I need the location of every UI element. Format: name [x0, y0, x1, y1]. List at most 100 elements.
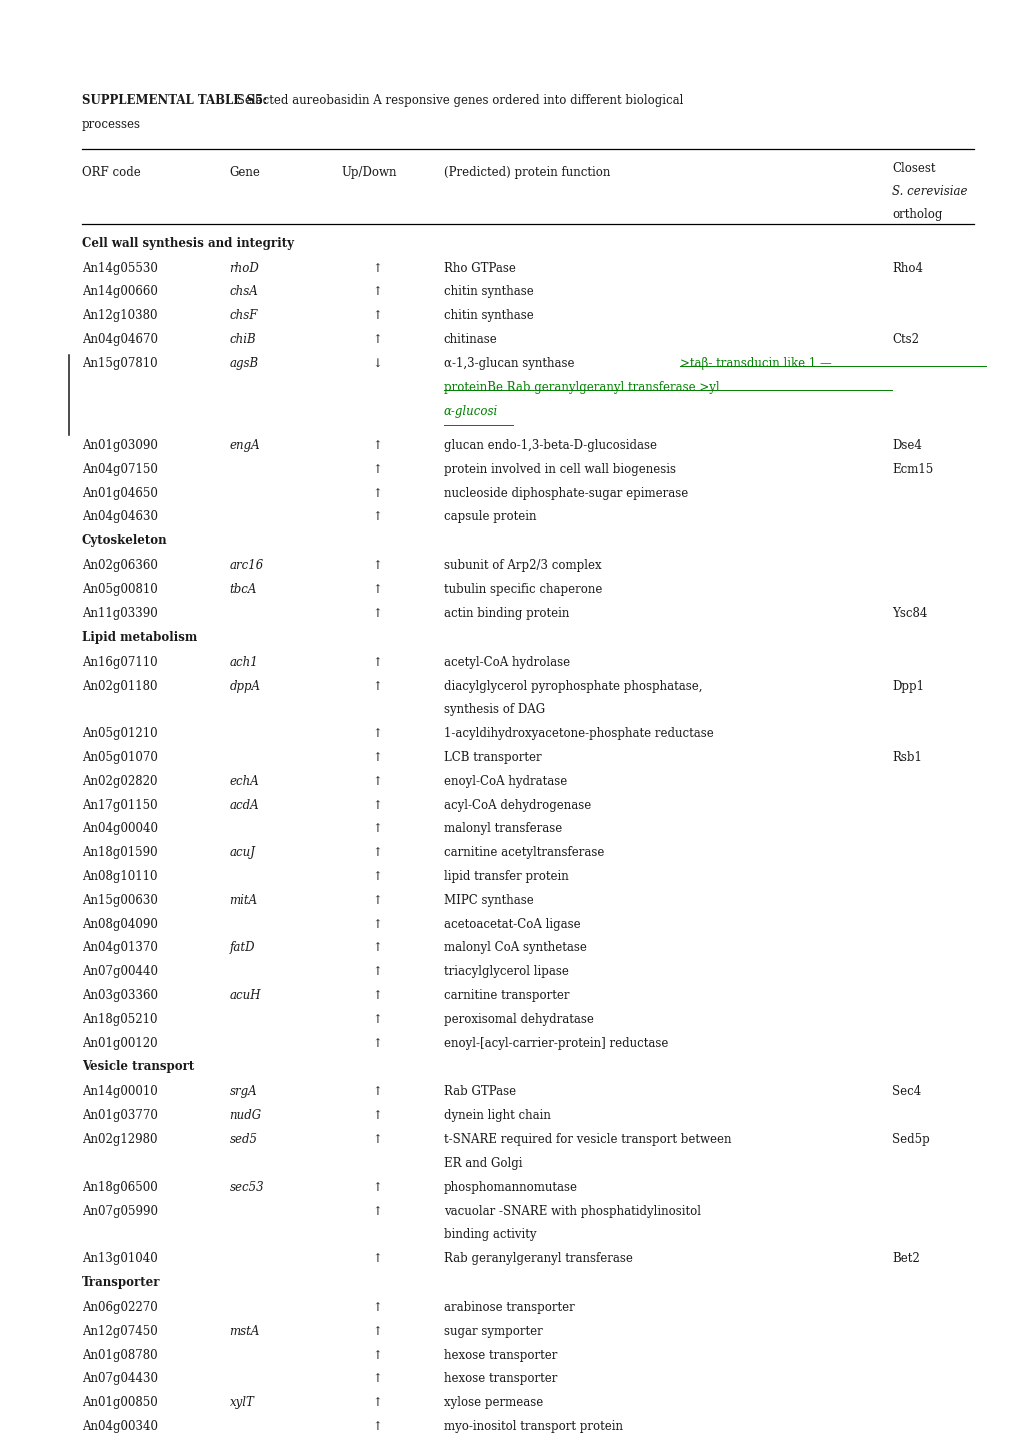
Text: An18g06500: An18g06500 — [82, 1180, 157, 1193]
Text: Cell wall synthesis and integrity: Cell wall synthesis and integrity — [82, 237, 293, 250]
Text: An06g02270: An06g02270 — [82, 1302, 157, 1315]
Text: chiB: chiB — [229, 333, 256, 346]
Text: diacylglycerol pyrophosphate phosphatase,: diacylglycerol pyrophosphate phosphatase… — [443, 680, 701, 693]
Text: chsA: chsA — [229, 286, 258, 299]
Text: An08g04090: An08g04090 — [82, 918, 157, 931]
Text: acetoacetat-CoA ligase: acetoacetat-CoA ligase — [443, 918, 580, 931]
Text: An03g03360: An03g03360 — [82, 988, 158, 1001]
Text: 1-acyldihydroxyacetone-phosphate reductase: 1-acyldihydroxyacetone-phosphate reducta… — [443, 727, 712, 740]
Text: Sed5p: Sed5p — [892, 1133, 929, 1146]
Text: Rab geranylgeranyl transferase: Rab geranylgeranyl transferase — [443, 1253, 632, 1266]
Text: An07g05990: An07g05990 — [82, 1205, 158, 1218]
Text: ORF code: ORF code — [82, 166, 141, 179]
Text: ↑: ↑ — [372, 439, 382, 452]
Text: SUPPLEMENTAL TABLE S5:: SUPPLEMENTAL TABLE S5: — [82, 94, 267, 107]
Text: protein involved in cell wall biogenesis: protein involved in cell wall biogenesis — [443, 463, 675, 476]
Text: An14g00010: An14g00010 — [82, 1085, 157, 1098]
Text: An02g01180: An02g01180 — [82, 680, 157, 693]
Text: fatD: fatD — [229, 941, 255, 954]
Text: ↑: ↑ — [372, 846, 382, 859]
Text: ↑: ↑ — [372, 823, 382, 835]
Text: lipid transfer protein: lipid transfer protein — [443, 870, 568, 883]
Text: Transporter: Transporter — [82, 1276, 160, 1289]
Text: ↑: ↑ — [372, 798, 382, 811]
Text: ↑: ↑ — [372, 1110, 382, 1123]
Text: An04g00040: An04g00040 — [82, 823, 158, 835]
Text: >taβ- transducin like 1 —: >taβ- transducin like 1 — — [680, 356, 832, 369]
Text: MIPC synthase: MIPC synthase — [443, 893, 533, 906]
Text: An01g04650: An01g04650 — [82, 486, 157, 499]
Text: (Predicted) protein function: (Predicted) protein function — [443, 166, 609, 179]
Text: synthesis of DAG: synthesis of DAG — [443, 703, 544, 716]
Text: An02g12980: An02g12980 — [82, 1133, 157, 1146]
Text: An01g08780: An01g08780 — [82, 1349, 157, 1362]
Text: ↑: ↑ — [372, 463, 382, 476]
Text: An16g07110: An16g07110 — [82, 655, 157, 668]
Text: srgA: srgA — [229, 1085, 257, 1098]
Text: phosphomannomutase: phosphomannomutase — [443, 1180, 577, 1193]
Text: S. cerevisiae: S. cerevisiae — [892, 185, 967, 198]
Text: ↑: ↑ — [372, 1372, 382, 1385]
Text: binding activity: binding activity — [443, 1228, 536, 1241]
Text: An04g04670: An04g04670 — [82, 333, 158, 346]
Text: mstA: mstA — [229, 1325, 260, 1338]
Text: α-glucosi: α-glucosi — [443, 404, 497, 417]
Text: An15g00630: An15g00630 — [82, 893, 157, 906]
Text: actin binding protein: actin binding protein — [443, 608, 569, 620]
Text: t-SNARE required for vesicle transport between: t-SNARE required for vesicle transport b… — [443, 1133, 731, 1146]
Text: Dse4: Dse4 — [892, 439, 921, 452]
Text: myo-inositol transport protein: myo-inositol transport protein — [443, 1420, 622, 1433]
Text: An18g01590: An18g01590 — [82, 846, 157, 859]
Text: Rab GTPase: Rab GTPase — [443, 1085, 516, 1098]
Text: An01g03090: An01g03090 — [82, 439, 157, 452]
Text: carnitine transporter: carnitine transporter — [443, 988, 569, 1001]
Text: tubulin specific chaperone: tubulin specific chaperone — [443, 583, 601, 596]
Text: An05g01210: An05g01210 — [82, 727, 157, 740]
Text: Cts2: Cts2 — [892, 333, 918, 346]
Text: dppA: dppA — [229, 680, 260, 693]
Text: An15g07810: An15g07810 — [82, 356, 157, 369]
Text: An12g07450: An12g07450 — [82, 1325, 157, 1338]
Text: sugar symporter: sugar symporter — [443, 1325, 542, 1338]
Text: An01g03770: An01g03770 — [82, 1110, 157, 1123]
Text: ↑: ↑ — [372, 486, 382, 499]
Text: chitinase: chitinase — [443, 333, 497, 346]
Text: ↑: ↑ — [372, 918, 382, 931]
Text: An01g00850: An01g00850 — [82, 1397, 157, 1410]
Text: Gene: Gene — [229, 166, 260, 179]
Text: Ysc84: Ysc84 — [892, 608, 927, 620]
Text: An05g01070: An05g01070 — [82, 750, 157, 763]
Text: ↑: ↑ — [372, 870, 382, 883]
Text: glucan endo-1,3-beta-D-glucosidase: glucan endo-1,3-beta-D-glucosidase — [443, 439, 656, 452]
Text: mitA: mitA — [229, 893, 258, 906]
Text: Rsb1: Rsb1 — [892, 750, 921, 763]
Text: rhoD: rhoD — [229, 261, 259, 274]
Text: sec53: sec53 — [229, 1180, 264, 1193]
Text: triacylglycerol lipase: triacylglycerol lipase — [443, 965, 568, 978]
Text: ↑: ↑ — [372, 893, 382, 906]
Text: sed5: sed5 — [229, 1133, 257, 1146]
Text: Ecm15: Ecm15 — [892, 463, 932, 476]
Text: ↑: ↑ — [372, 1420, 382, 1433]
Text: Vesicle transport: Vesicle transport — [82, 1061, 194, 1074]
Text: vacuolar -SNARE with phosphatidylinositol: vacuolar -SNARE with phosphatidylinosito… — [443, 1205, 700, 1218]
Text: ↑: ↑ — [372, 511, 382, 524]
Text: An11g03390: An11g03390 — [82, 608, 157, 620]
Text: agsB: agsB — [229, 356, 259, 369]
Text: An02g02820: An02g02820 — [82, 775, 157, 788]
Text: ↑: ↑ — [372, 775, 382, 788]
Text: Dpp1: Dpp1 — [892, 680, 923, 693]
Text: acuJ: acuJ — [229, 846, 255, 859]
Text: enoyl-CoA hydratase: enoyl-CoA hydratase — [443, 775, 567, 788]
Text: ↑: ↑ — [372, 750, 382, 763]
Text: ↓: ↓ — [372, 356, 382, 369]
Text: arc16: arc16 — [229, 560, 264, 573]
Text: ↑: ↑ — [372, 309, 382, 322]
Text: ↑: ↑ — [372, 333, 382, 346]
Text: An14g05530: An14g05530 — [82, 261, 157, 274]
Text: An18g05210: An18g05210 — [82, 1013, 157, 1026]
Text: malonyl CoA synthetase: malonyl CoA synthetase — [443, 941, 586, 954]
Text: ↑: ↑ — [372, 727, 382, 740]
Text: An08g10110: An08g10110 — [82, 870, 157, 883]
Text: ↑: ↑ — [372, 1133, 382, 1146]
